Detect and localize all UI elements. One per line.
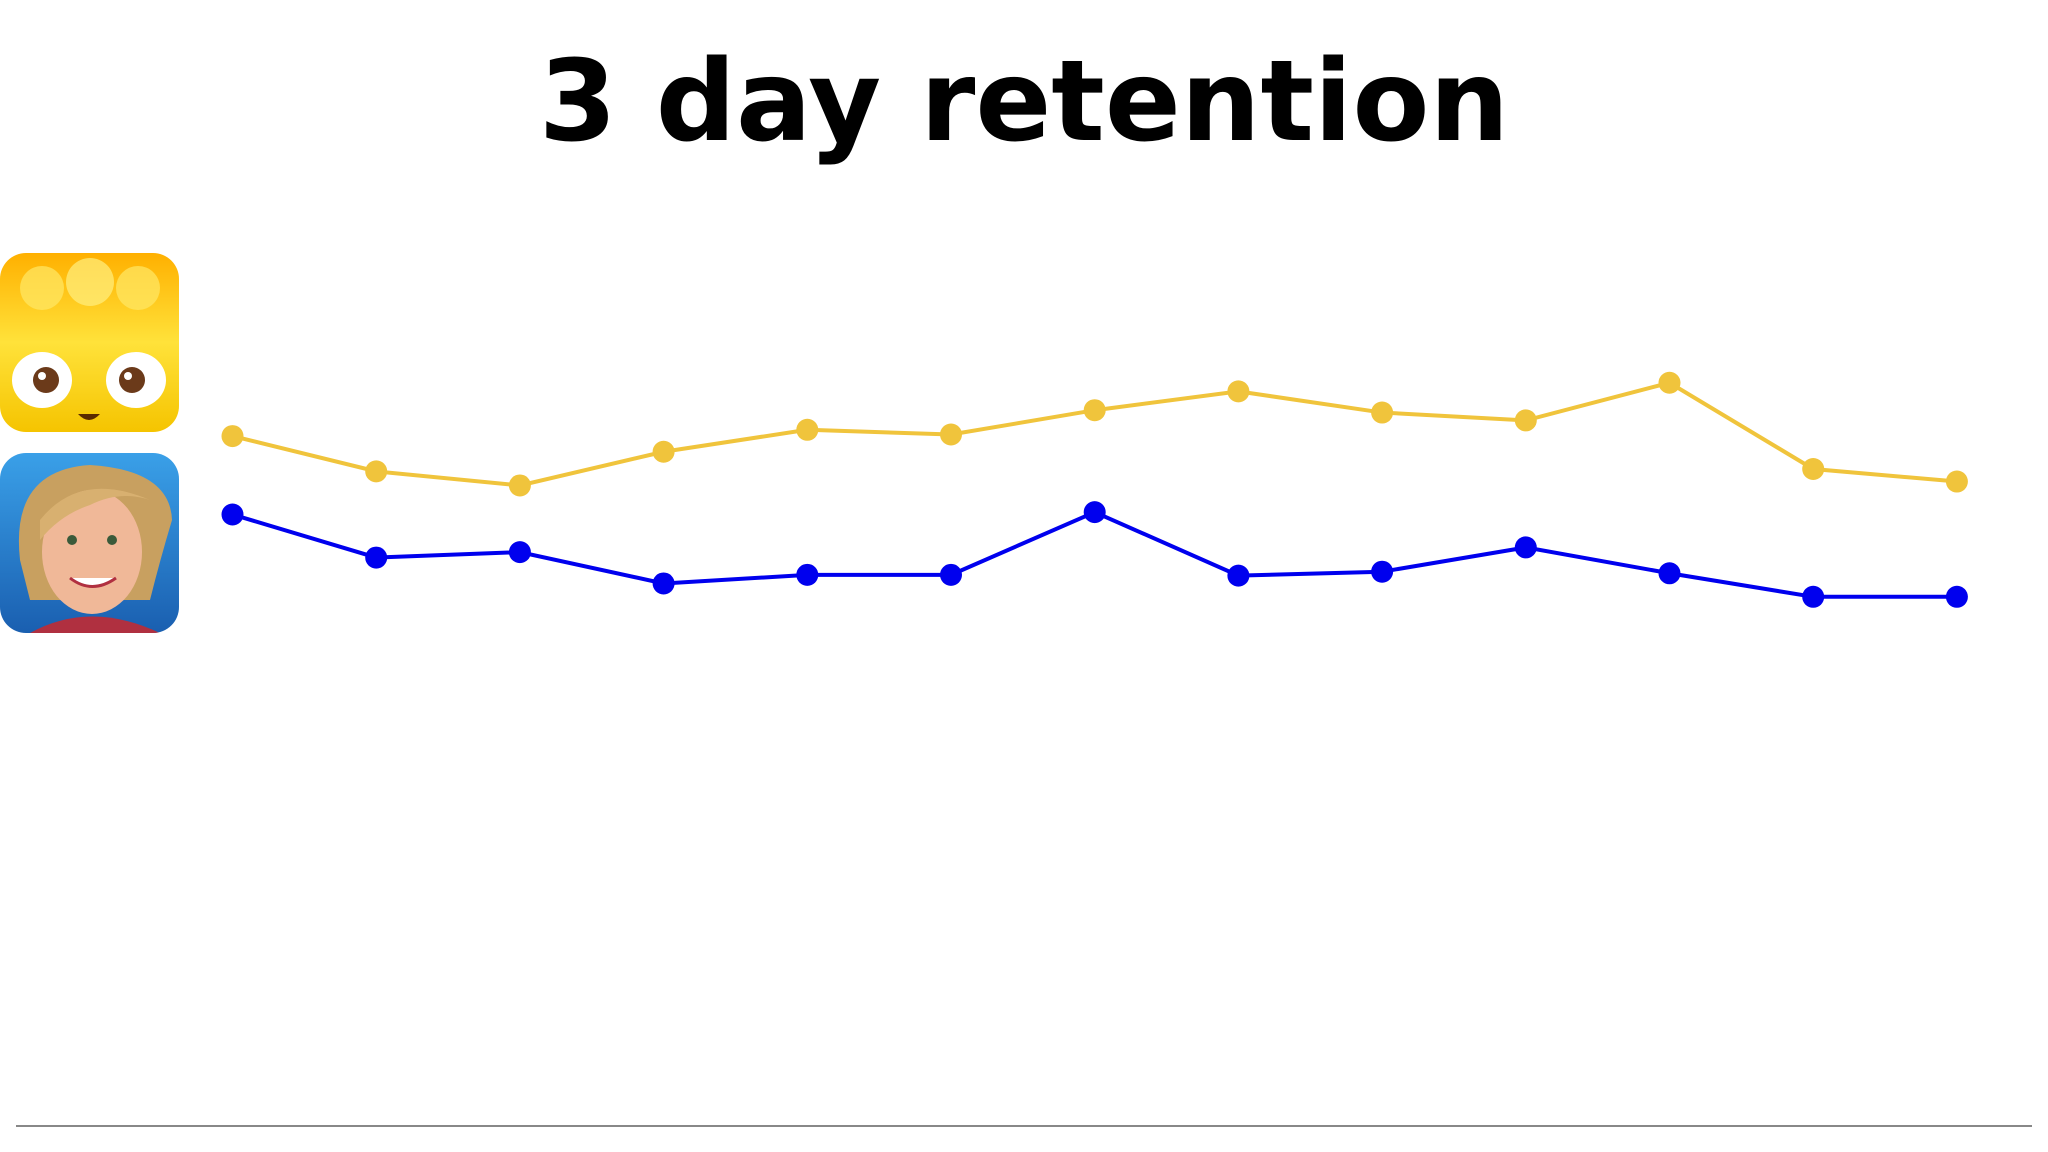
data-point [1227,564,1250,587]
series-line [232,380,1958,488]
data-point [1802,585,1825,608]
data-point [940,423,962,446]
data-point [1227,380,1250,403]
data-point [1658,371,1681,394]
data-point [1514,536,1537,559]
data-point [1083,501,1106,524]
data-point [1371,560,1394,583]
data-point [1371,401,1394,424]
series-line [231,509,1957,599]
series-icon-portrait [0,453,179,633]
data-point [1514,409,1537,432]
data-point [652,440,675,463]
data-point [1658,562,1681,585]
data-point [796,563,819,586]
data-point [1945,585,1968,608]
plot-area [16,371,2032,1127]
data-point [796,418,819,441]
data-point [365,546,388,569]
series-icon-jelly [0,253,179,432]
chart-title: 3 day retention [539,37,1509,167]
data-point [940,563,962,586]
data-point [1945,470,1968,493]
data-point [221,503,244,526]
data-point [1083,399,1106,422]
data-point [221,425,244,448]
data-point [508,541,531,564]
data-point [1802,458,1825,481]
data-point [365,460,388,483]
data-point [652,572,675,595]
data-point [508,474,531,497]
